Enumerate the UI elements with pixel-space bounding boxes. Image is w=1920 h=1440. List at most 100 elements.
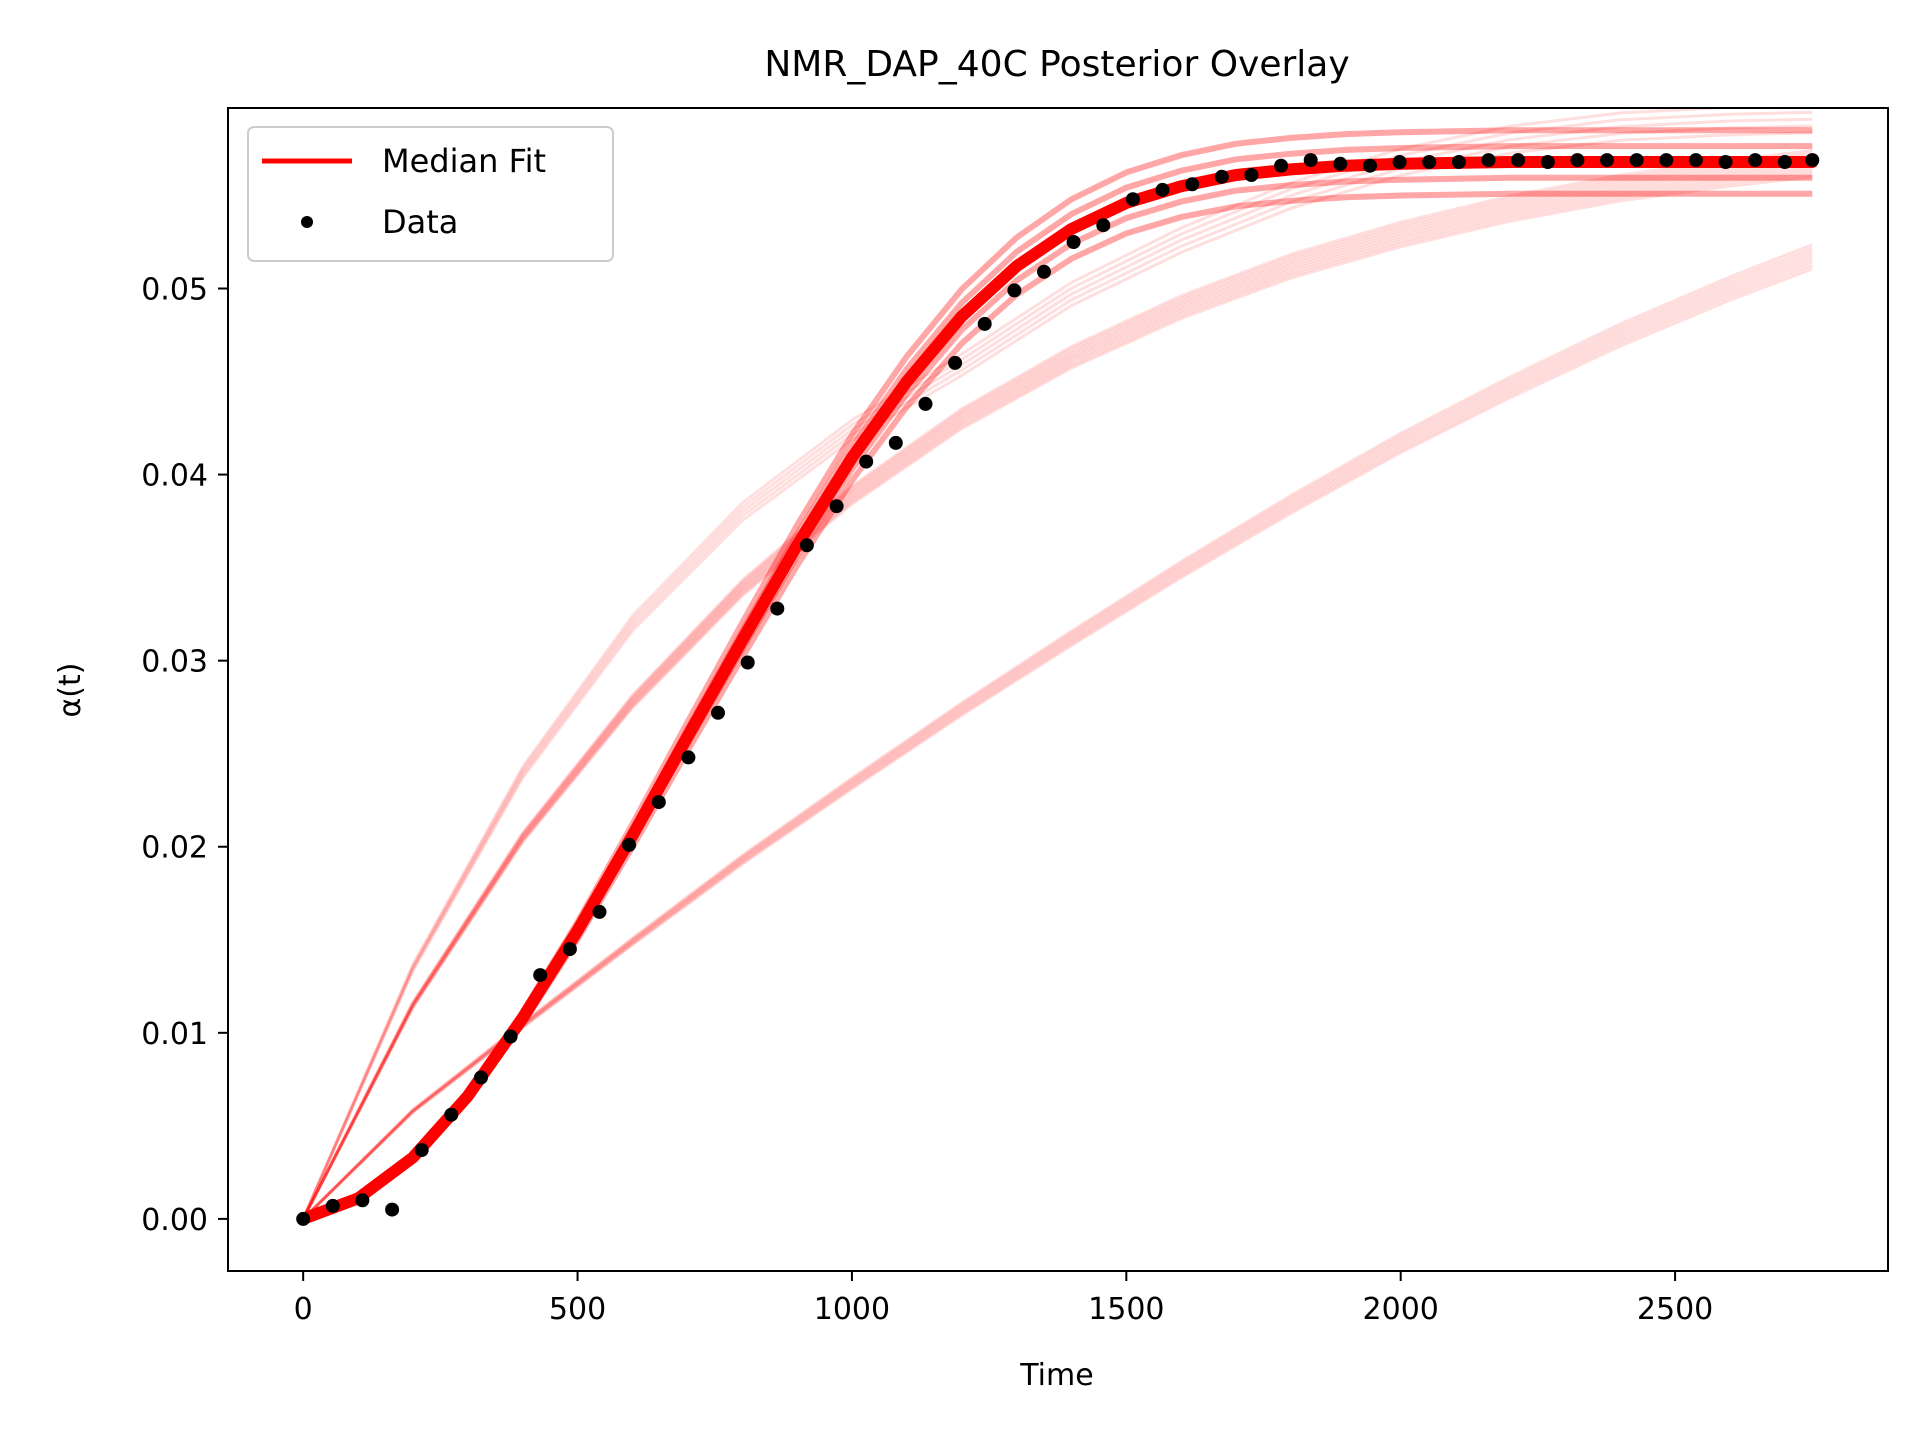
data-point [444,1107,459,1122]
data-point [1096,218,1111,233]
data-point [533,968,548,983]
plot-area-frame [227,107,1889,1272]
data-point [1274,158,1289,173]
x-tick-label: 0 [294,1292,313,1327]
y-axis: 0.00 0.01 0.02 0.03 0.04 0.05 [141,272,228,1238]
data-point [1392,155,1407,169]
data-point [592,904,607,919]
data-point [681,750,696,765]
data-point [1570,153,1585,168]
posterior-sample-line [302,246,1813,1220]
data-point [1805,153,1820,168]
posterior-sample-line [301,169,1813,1220]
data-point [622,837,637,852]
posterior-sample-line [301,160,1813,1220]
posterior-sample-line [301,172,1813,1220]
data-point [888,435,903,450]
data-point [770,601,785,616]
posterior-sample-line [301,110,1813,1220]
posterior-sample-line [302,243,1813,1220]
data-point [1214,169,1229,184]
y-tick-label: 0.02 [141,831,208,866]
data-point [503,1029,518,1044]
data-point [1718,155,1733,169]
posterior-sample-line [301,149,1813,1220]
data-point [977,316,992,331]
posterior-sample-line [301,124,1813,1220]
y-tick-label: 0.01 [141,1017,208,1052]
data-point [859,454,874,469]
y-tick-label: 0.00 [141,1203,208,1238]
posterior-sample-line [301,166,1813,1220]
data-point [1244,168,1259,182]
data-point [1185,177,1200,192]
data-point [829,499,844,514]
legend-data-label: Data [382,203,458,241]
data-point [740,655,755,670]
data-point [1540,155,1555,169]
data-point [711,705,725,720]
data-point [1688,153,1703,168]
legend-data-swatch [301,216,313,228]
data-point [1422,155,1437,169]
data-point [1303,153,1318,168]
data-point [1333,156,1348,171]
data-point [948,355,963,370]
posterior-sample-line [301,152,1813,1220]
data-point [1066,235,1081,249]
posterior-sample-line [302,260,1813,1220]
y-tick-label: 0.04 [141,459,208,494]
x-tick-label: 500 [549,1292,606,1327]
data-point [1007,283,1022,298]
y-tick-label: 0.05 [141,272,208,307]
data-point [325,1198,340,1213]
x-tick-label: 2000 [1363,1292,1439,1327]
data-series [296,153,1820,1226]
data-point [1600,153,1614,168]
data-point [918,396,933,411]
data-point [1451,155,1466,169]
posterior-sample-line [302,253,1813,1220]
posterior-sample-line [301,155,1813,1220]
data-point [355,1193,370,1208]
data-point [562,942,577,957]
posterior-samples [301,108,1813,1220]
x-tick-label: 2500 [1637,1292,1713,1327]
posterior-sample-line [302,264,1813,1220]
posterior-sample-line [301,117,1813,1220]
x-tick-label: 1000 [814,1292,890,1327]
data-point [1363,158,1377,173]
y-tick-label: 0.03 [141,645,208,680]
x-axis-label: Time [1019,1358,1093,1393]
posterior-sample-line [301,175,1813,1220]
data-point [1155,182,1170,197]
legend-median-fit-label: Median Fit [382,142,546,180]
posterior-sample-line [302,257,1813,1220]
data-point [799,538,814,553]
posterior-sample-line [302,267,1813,1220]
data-point [1777,155,1792,169]
posterior-sample-line [301,108,1765,1220]
data-point [1629,153,1644,168]
posterior-sample-line [301,163,1813,1220]
data-point [1748,153,1763,168]
x-tick-label: 1500 [1088,1292,1164,1327]
data-point [1125,192,1140,207]
data-point [1481,153,1496,168]
posterior-sample-line [302,250,1813,1220]
data-point [651,795,666,810]
data-point [296,1211,311,1226]
data-point [414,1143,429,1157]
chart-title: NMR_DAP_40C Posterior Overlay [764,44,1349,85]
data-point [474,1070,488,1085]
posterior-sample-line [301,157,1813,1220]
y-axis-label: α(t) [53,663,88,718]
data-point [1659,153,1674,168]
legend: Median Fit Data [247,126,614,262]
data-point [1511,153,1526,168]
posterior-sample-line [301,131,1813,1220]
x-axis: 0 500 1000 1500 2000 2500 [294,1271,1713,1327]
data-point [1037,264,1051,279]
data-point [385,1202,400,1217]
